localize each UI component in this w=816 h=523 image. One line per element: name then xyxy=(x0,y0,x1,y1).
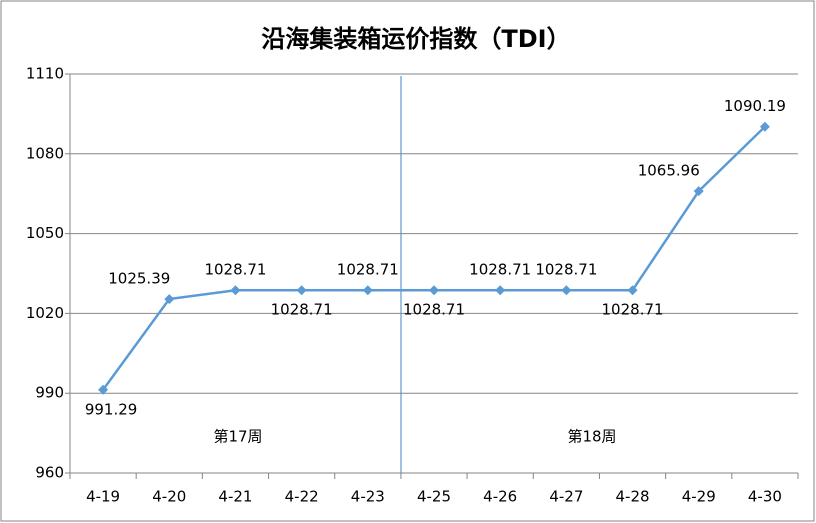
y-tick-label: 1050 xyxy=(26,224,64,242)
chart-title: 沿海集装箱运价指数（TDI） xyxy=(261,25,570,53)
x-tick-label: 4-26 xyxy=(483,488,517,506)
marker xyxy=(429,285,439,296)
data-label: 1028.71 xyxy=(403,301,465,319)
data-label: 1028.71 xyxy=(602,301,664,319)
marker xyxy=(693,186,704,197)
x-tick-label: 4-30 xyxy=(748,488,782,506)
data-label: 1028.71 xyxy=(271,301,333,319)
data-label: 1028.71 xyxy=(535,261,597,279)
x-tick-label: 4-21 xyxy=(218,488,252,506)
marker xyxy=(98,384,109,395)
marker xyxy=(362,285,373,296)
data-label: 1028.71 xyxy=(469,261,531,279)
marker xyxy=(296,285,307,296)
data-label: 1065.96 xyxy=(638,162,700,180)
y-tick-label: 1020 xyxy=(26,304,64,322)
x-tick-label: 4-23 xyxy=(351,488,385,506)
y-tick-label: 1110 xyxy=(26,65,64,83)
marker xyxy=(230,285,241,296)
x-tick-label: 4-28 xyxy=(616,488,650,506)
x-tick-label: 4-19 xyxy=(86,488,120,506)
annotation: 第18周 xyxy=(567,428,616,446)
marker xyxy=(164,294,175,305)
marker xyxy=(627,285,638,296)
data-label: 1025.39 xyxy=(108,270,170,288)
x-tick-label: 4-22 xyxy=(285,488,319,506)
y-tick-label: 960 xyxy=(35,464,64,482)
x-tick-label: 4-27 xyxy=(549,488,583,506)
x-tick-label: 4-25 xyxy=(417,488,451,506)
marker xyxy=(495,285,506,296)
data-label: 991.29 xyxy=(85,400,138,418)
x-tick-label: 4-20 xyxy=(152,488,186,506)
marker xyxy=(759,121,770,132)
data-label: 1028.71 xyxy=(337,261,399,279)
x-tick-label: 4-29 xyxy=(682,488,716,506)
data-label: 1028.71 xyxy=(204,261,266,279)
data-label: 1090.19 xyxy=(724,97,786,115)
annotation: 第17周 xyxy=(213,428,262,446)
y-tick-label: 1080 xyxy=(26,144,64,162)
y-tick-label: 990 xyxy=(35,384,64,402)
marker xyxy=(561,285,572,296)
